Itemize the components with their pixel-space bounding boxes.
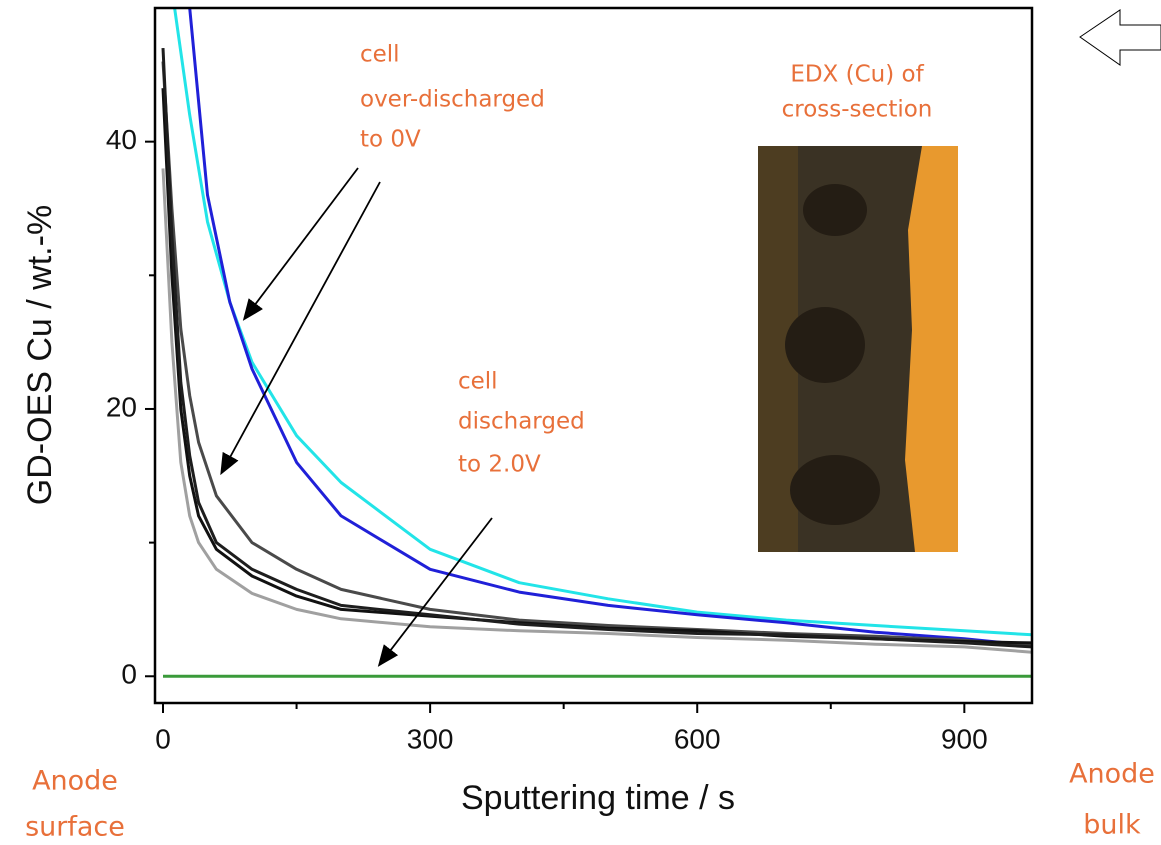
- annotation-line: discharged: [458, 409, 585, 435]
- arrows: [222, 168, 492, 664]
- annotation-line: Anode: [1069, 759, 1155, 790]
- x-axis-title: Sputtering time / s: [461, 779, 735, 817]
- annotation-line: EDX (Cu) of: [790, 62, 924, 88]
- annotation-surface: Anode surface: [25, 766, 125, 843]
- y-tick-label: 20: [106, 391, 137, 422]
- y-tick-label: 0: [121, 659, 137, 690]
- annotation-line: cell: [360, 42, 400, 68]
- annotation-line: to 2.0V: [458, 452, 541, 478]
- annotation-over: cell over-discharged to 0V: [360, 42, 545, 153]
- x-tick-label: 300: [407, 723, 454, 754]
- chart: Sputtering time / s GD-OES Cu / wt.-% ce…: [0, 0, 1161, 845]
- hollow-arrow: [1080, 10, 1161, 65]
- x-tick-label: 900: [941, 723, 988, 754]
- x-tick-label: 600: [674, 723, 721, 754]
- annotation-line: over-discharged: [360, 87, 545, 113]
- x-tick-label: 0: [155, 723, 171, 754]
- annotation-discharged: cell discharged to 2.0V: [458, 369, 585, 478]
- annotation-line: bulk: [1083, 810, 1141, 841]
- annotation-line: to 0V: [360, 127, 421, 153]
- edx-image: [758, 146, 958, 552]
- annotation-line: cell: [458, 369, 498, 395]
- annotation-edx: EDX (Cu) of cross-section: [782, 62, 933, 123]
- y-axis-title: GD-OES Cu / wt.-%: [21, 205, 59, 505]
- y-tick-label: 40: [106, 124, 137, 155]
- annotation-line: surface: [25, 812, 125, 843]
- annotation-line: Anode: [32, 766, 118, 797]
- annotation-line: cross-section: [782, 97, 933, 123]
- annotation-bulk: Anode bulk: [1069, 759, 1155, 841]
